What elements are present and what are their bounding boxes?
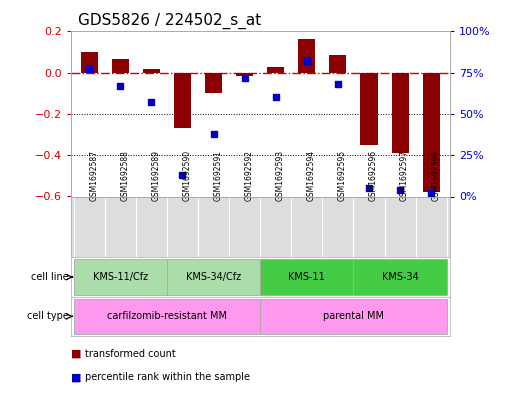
Text: KMS-34: KMS-34: [382, 272, 418, 282]
Text: ■: ■: [71, 372, 81, 382]
Bar: [260, 299, 447, 334]
Point: [365, 185, 373, 191]
Point: [303, 58, 311, 64]
Bar: [392, 73, 408, 153]
Point: [178, 172, 187, 178]
Bar: [298, 39, 315, 73]
Text: GSM1692587: GSM1692587: [89, 151, 98, 201]
Point: [147, 99, 156, 106]
Text: cell type: cell type: [27, 311, 69, 321]
Bar: [236, 73, 253, 76]
Text: GSM1692597: GSM1692597: [400, 150, 409, 201]
Text: KMS-11/Cfz: KMS-11/Cfz: [93, 272, 148, 282]
Text: ■: ■: [71, 349, 81, 359]
Text: GSM1692590: GSM1692590: [183, 150, 191, 201]
Text: cell line: cell line: [31, 272, 69, 282]
Point: [427, 190, 435, 196]
Bar: [112, 59, 129, 73]
Text: GSM1692594: GSM1692594: [307, 150, 316, 201]
Bar: [143, 68, 160, 73]
Bar: [74, 299, 260, 334]
Bar: [423, 73, 440, 192]
Bar: [354, 259, 447, 295]
Point: [85, 66, 94, 73]
Text: GDS5826 / 224502_s_at: GDS5826 / 224502_s_at: [78, 13, 262, 29]
Point: [334, 81, 342, 87]
Point: [209, 130, 218, 137]
Text: transformed count: transformed count: [85, 349, 176, 359]
Bar: [329, 55, 346, 73]
Bar: [167, 259, 260, 295]
Text: percentile rank within the sample: percentile rank within the sample: [85, 372, 250, 382]
Text: GSM1692593: GSM1692593: [276, 150, 285, 201]
Bar: [360, 73, 378, 145]
Text: parental MM: parental MM: [323, 311, 384, 321]
Bar: [81, 52, 98, 73]
Bar: [74, 259, 167, 295]
Text: GSM1692591: GSM1692591: [213, 151, 223, 201]
Text: KMS-34/Cfz: KMS-34/Cfz: [186, 272, 241, 282]
Text: KMS-11: KMS-11: [289, 272, 325, 282]
Bar: [174, 73, 191, 129]
Point: [241, 75, 249, 81]
Bar: [260, 259, 354, 295]
Text: GSM1692592: GSM1692592: [245, 151, 254, 201]
Text: GSM1692595: GSM1692595: [338, 150, 347, 201]
Point: [116, 83, 124, 89]
Text: carfilzomib-resistant MM: carfilzomib-resistant MM: [107, 311, 227, 321]
Text: GSM1692596: GSM1692596: [369, 150, 378, 201]
Point: [396, 187, 404, 193]
Text: GSM1692588: GSM1692588: [120, 151, 129, 201]
Text: GSM1692598: GSM1692598: [431, 151, 440, 201]
Bar: [267, 66, 285, 73]
Text: GSM1692589: GSM1692589: [152, 151, 161, 201]
Bar: [205, 73, 222, 93]
Point: [271, 94, 280, 101]
